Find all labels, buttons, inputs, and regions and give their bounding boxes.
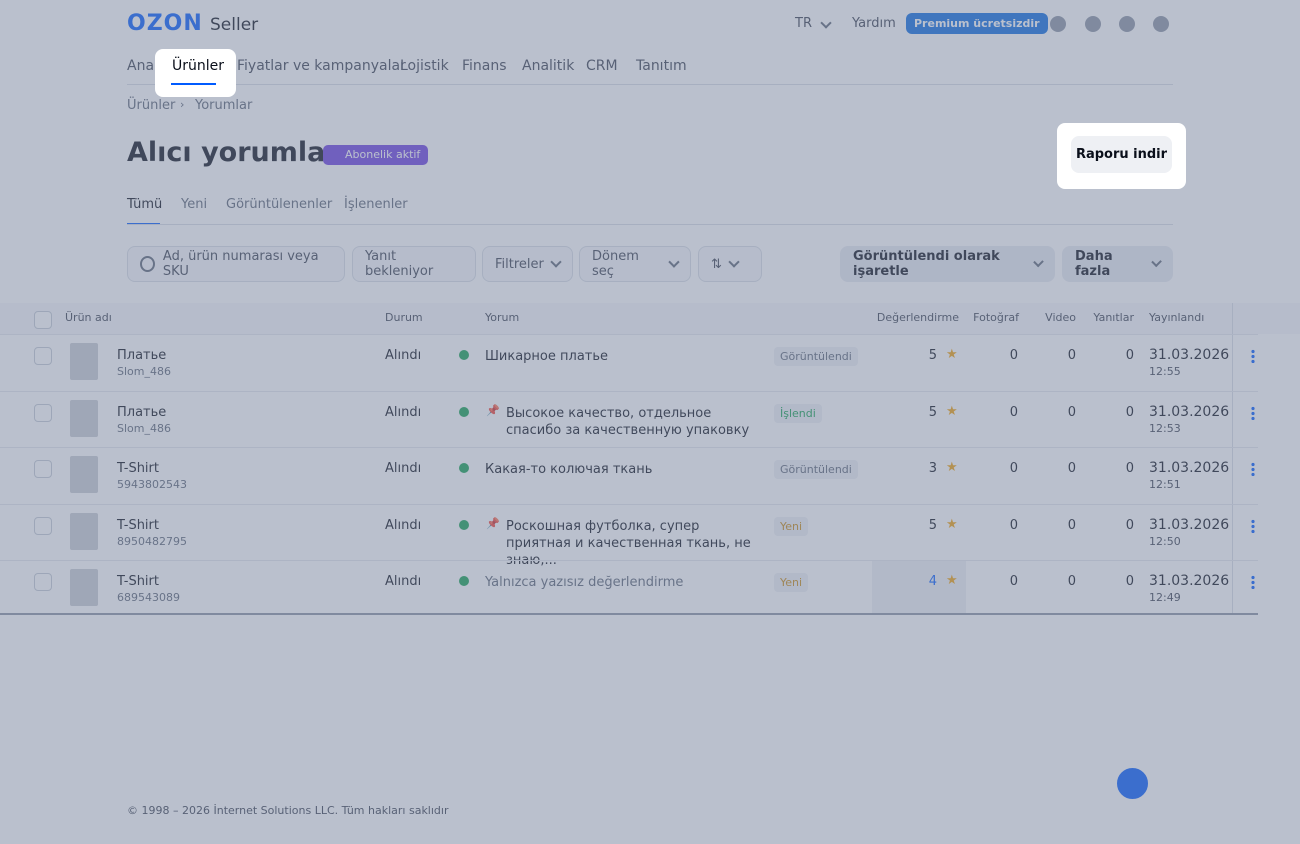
report-highlight: Raporu indir <box>1057 123 1186 189</box>
nav-highlight: Ürünler <box>155 49 236 97</box>
nav-item-active[interactable]: Ürünler <box>172 58 225 74</box>
report-button[interactable]: Raporu indir <box>1071 136 1172 173</box>
nav-underline <box>171 83 216 85</box>
